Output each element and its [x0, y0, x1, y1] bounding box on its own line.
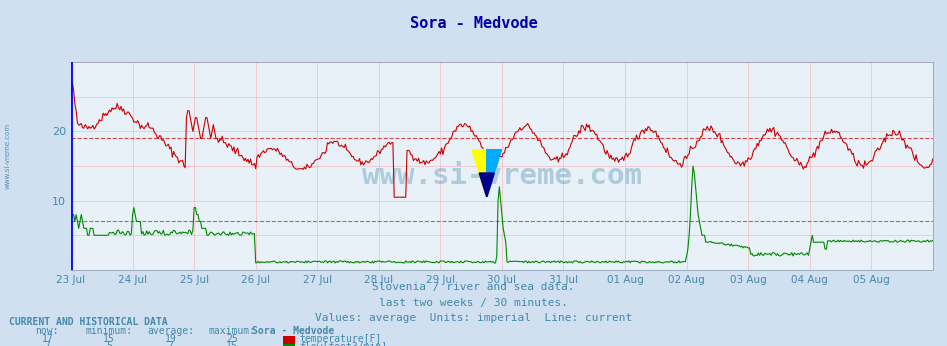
Text: average:: average: [147, 326, 194, 336]
Polygon shape [472, 149, 487, 197]
Text: 15: 15 [226, 342, 238, 346]
Text: www.si-vreme.com: www.si-vreme.com [5, 122, 10, 189]
Text: 7: 7 [45, 342, 50, 346]
Polygon shape [479, 173, 494, 197]
Text: flow[foot3/min]: flow[foot3/min] [299, 342, 387, 346]
Text: maximum:: maximum: [208, 326, 256, 336]
Text: 25: 25 [226, 334, 238, 344]
Text: 19: 19 [165, 334, 176, 344]
Text: temperature[F]: temperature[F] [299, 334, 382, 344]
Text: Slovenia / river and sea data.: Slovenia / river and sea data. [372, 282, 575, 292]
Text: last two weeks / 30 minutes.: last two weeks / 30 minutes. [379, 298, 568, 308]
Text: 15: 15 [103, 334, 115, 344]
Text: minimum:: minimum: [85, 326, 133, 336]
Text: Sora - Medvode: Sora - Medvode [410, 16, 537, 30]
Text: 7: 7 [168, 342, 173, 346]
Text: www.si-vreme.com: www.si-vreme.com [362, 163, 642, 190]
Polygon shape [487, 149, 502, 197]
Text: CURRENT AND HISTORICAL DATA: CURRENT AND HISTORICAL DATA [9, 317, 169, 327]
Text: 5: 5 [106, 342, 112, 346]
Text: 17: 17 [42, 334, 53, 344]
Text: Sora - Medvode: Sora - Medvode [253, 326, 334, 336]
Text: Values: average  Units: imperial  Line: current: Values: average Units: imperial Line: cu… [314, 313, 633, 323]
Text: now:: now: [36, 326, 59, 336]
